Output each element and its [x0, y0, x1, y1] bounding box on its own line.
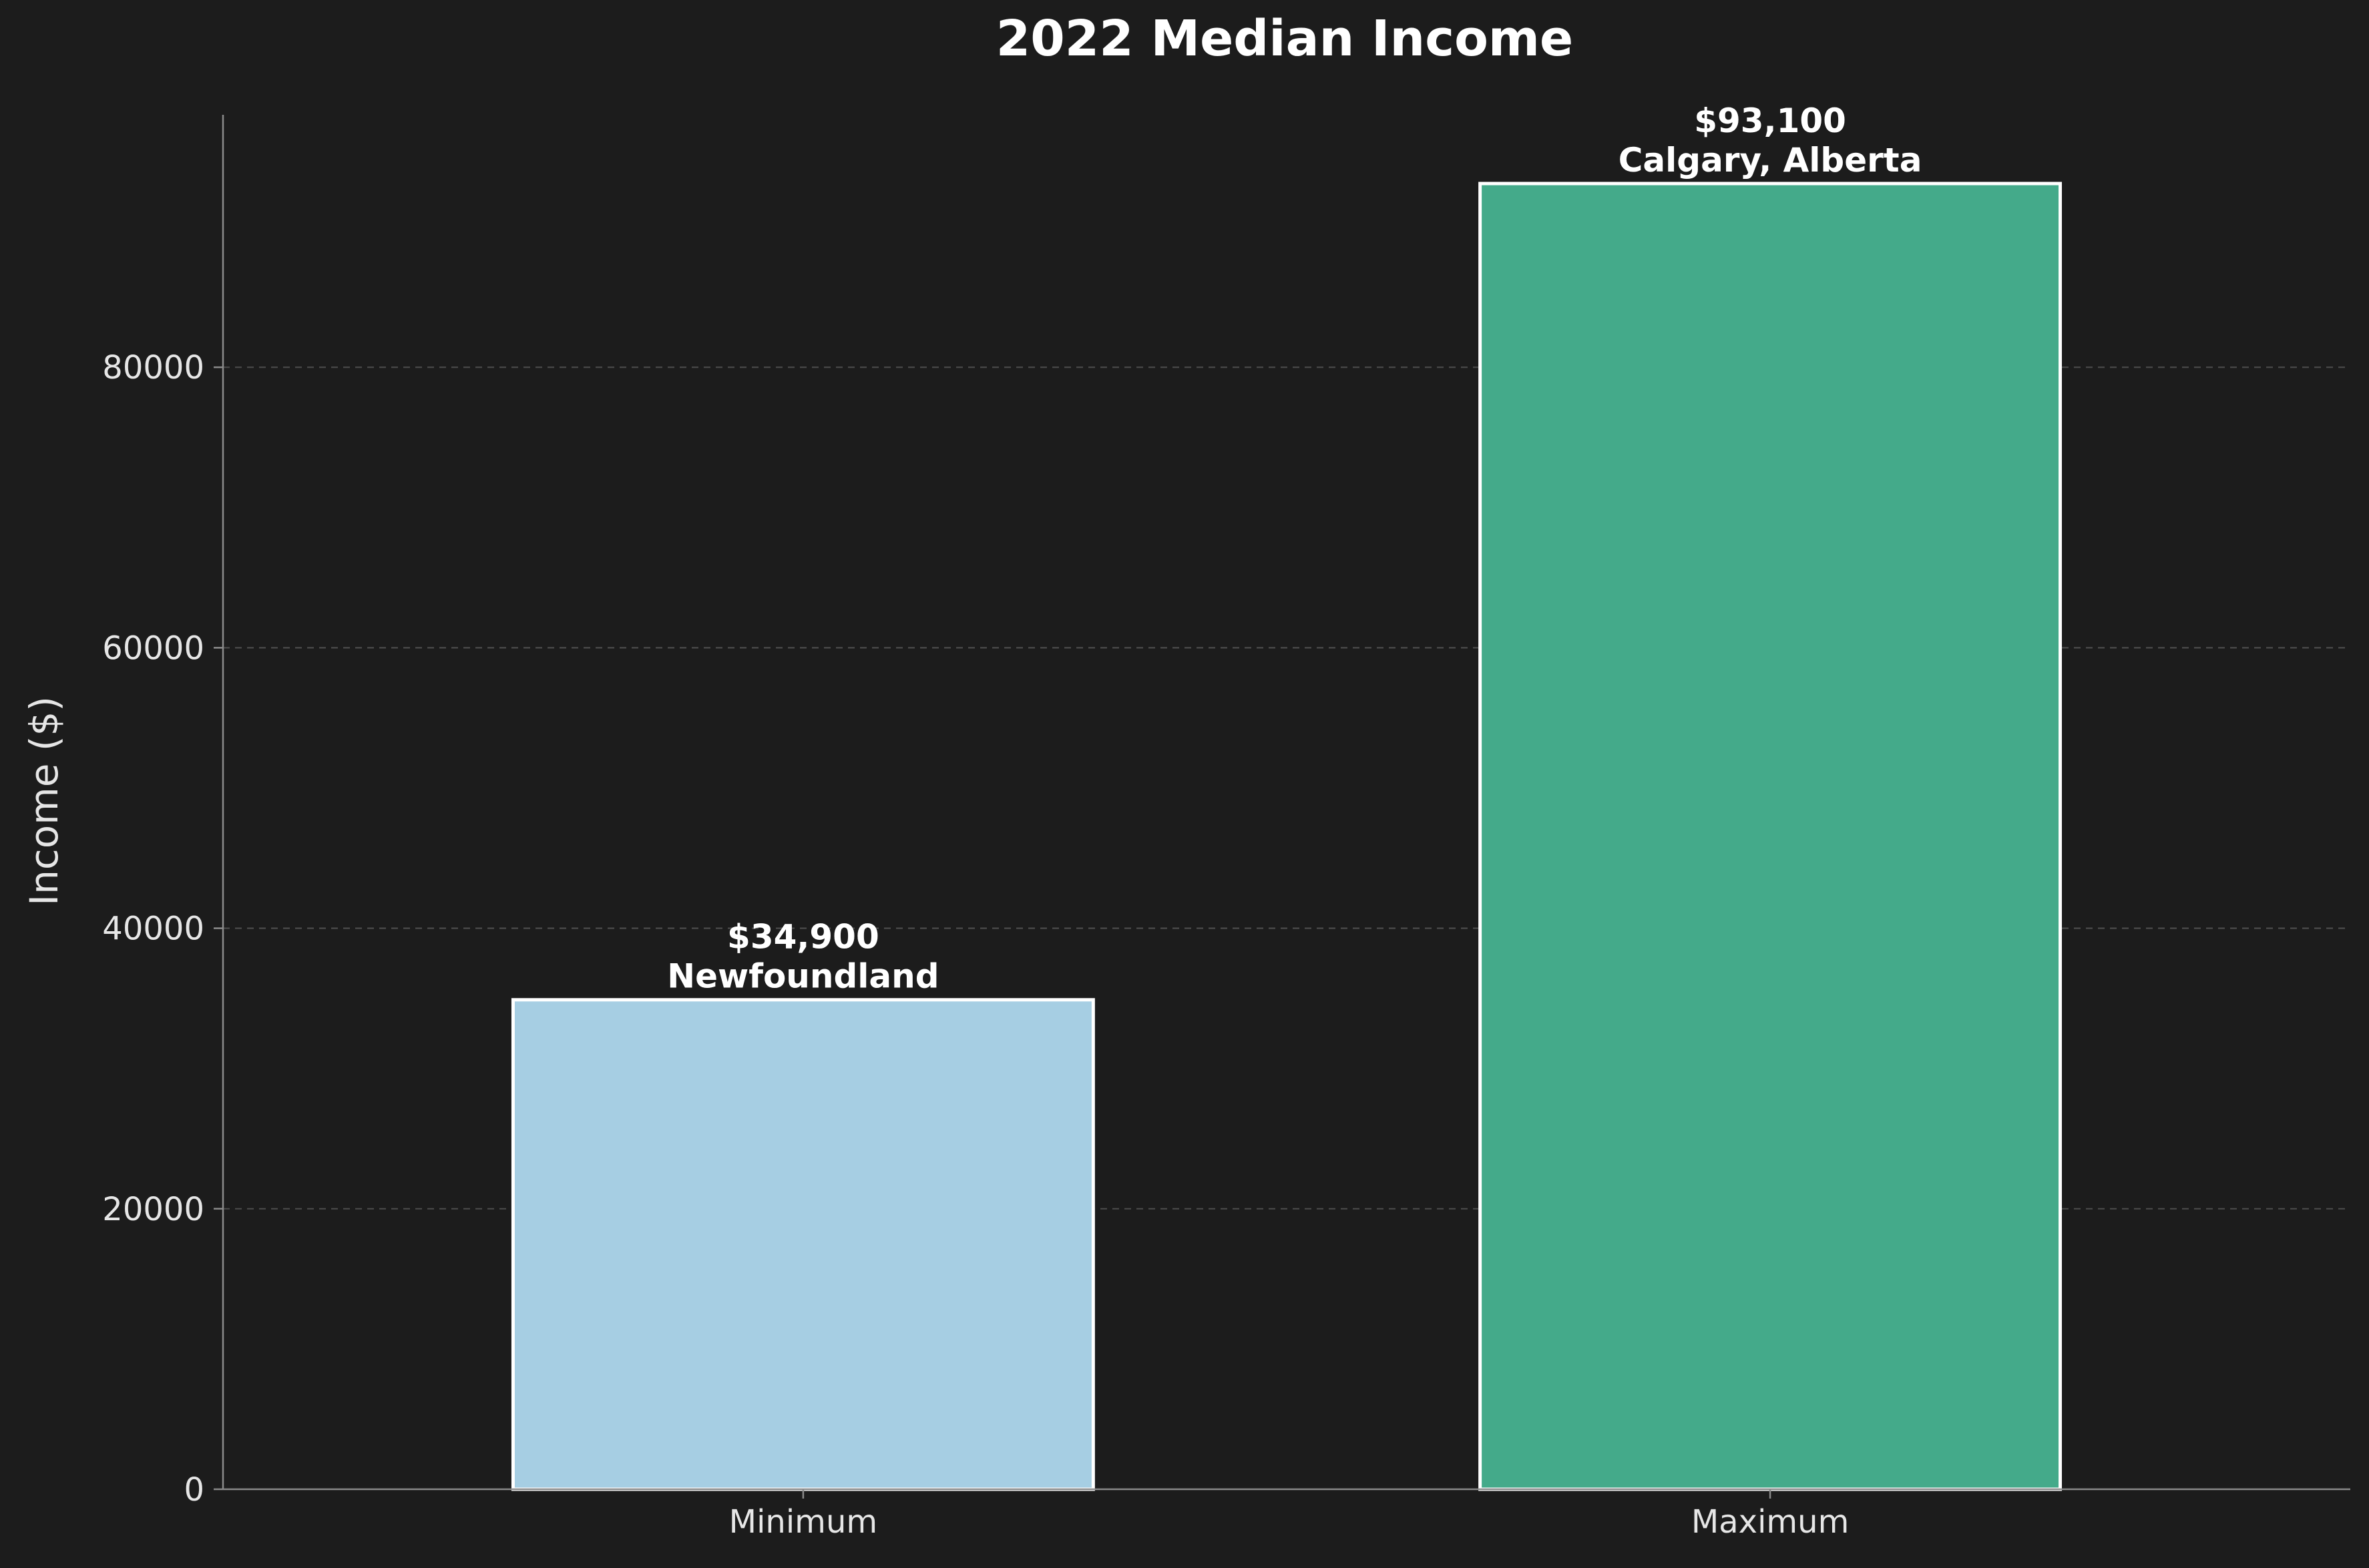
bar-value-label: $34,900: [727, 918, 879, 957]
y-ticks: 0 20000 40000 60000 80000: [102, 349, 223, 1509]
x-tick-label: Minimum: [729, 1503, 877, 1541]
bar-place-label: Calgary, Alberta: [1619, 141, 1922, 180]
x-tick-label: Maximum: [1691, 1503, 1850, 1541]
y-tick-label: 20000: [102, 1191, 204, 1228]
bar-maximum: [1478, 182, 2063, 1491]
y-tick-label: 0: [184, 1471, 204, 1509]
y-tick-label: 80000: [102, 349, 204, 386]
chart-title: 2022 Median Income: [996, 10, 1573, 67]
bars: [511, 182, 2063, 1491]
y-tick-label: 60000: [102, 629, 204, 667]
y-axis-label: Income ($): [21, 696, 67, 906]
y-tick-label: 40000: [102, 910, 204, 948]
bar-minimum: [511, 998, 1095, 1491]
bar-value-label: $93,100: [1694, 101, 1846, 140]
bar-place-label: Newfoundland: [667, 957, 939, 996]
x-ticks: Minimum Maximum: [729, 1489, 1850, 1541]
